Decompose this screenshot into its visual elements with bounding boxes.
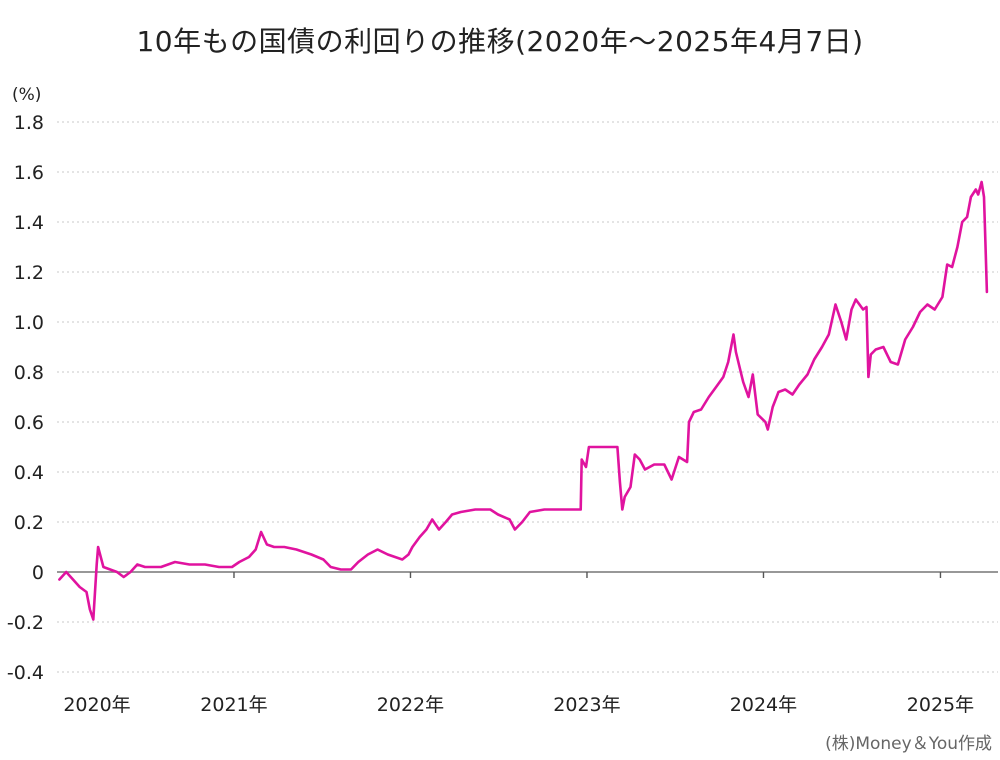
y-tick-label: 0.2 <box>14 512 44 534</box>
y-tick-label: 1.6 <box>14 162 44 184</box>
series-layer <box>59 182 987 620</box>
grid-lines <box>57 122 998 672</box>
x-tick-label: 2020年 <box>63 694 130 716</box>
source-credit: (株)Money＆You作成 <box>825 729 992 754</box>
y-tick-label: 1.0 <box>14 312 44 334</box>
x-tick-label: 2022年 <box>377 694 444 716</box>
y-tick-label: 0.4 <box>14 462 44 484</box>
y-axis-unit-label: (%) <box>12 85 41 105</box>
y-tick-label: -0.2 <box>7 612 44 634</box>
y-tick-label: 1.2 <box>14 262 44 284</box>
y-tick-label: 0 <box>32 562 44 584</box>
x-axis-ticks: 2020年 2021年 2022年 2023年 2024年 2025年 <box>63 572 974 716</box>
yield-series-line <box>59 182 987 620</box>
y-tick-label: 0.6 <box>14 412 44 434</box>
y-tick-label: -0.4 <box>7 662 44 684</box>
y-axis-ticks: 1.8 1.6 1.4 1.2 1.0 0.8 0.6 0.4 0.2 0 -0.2 -0.4 <box>7 112 44 684</box>
y-tick-label: 1.8 <box>14 112 44 134</box>
x-tick-label: 2023年 <box>553 694 620 716</box>
x-tick-label: 2024年 <box>730 694 797 716</box>
x-tick-label: 2021年 <box>200 694 267 716</box>
y-tick-label: 0.8 <box>14 362 44 384</box>
x-tick-label: 2025年 <box>907 694 974 716</box>
y-tick-label: 1.4 <box>14 212 44 234</box>
